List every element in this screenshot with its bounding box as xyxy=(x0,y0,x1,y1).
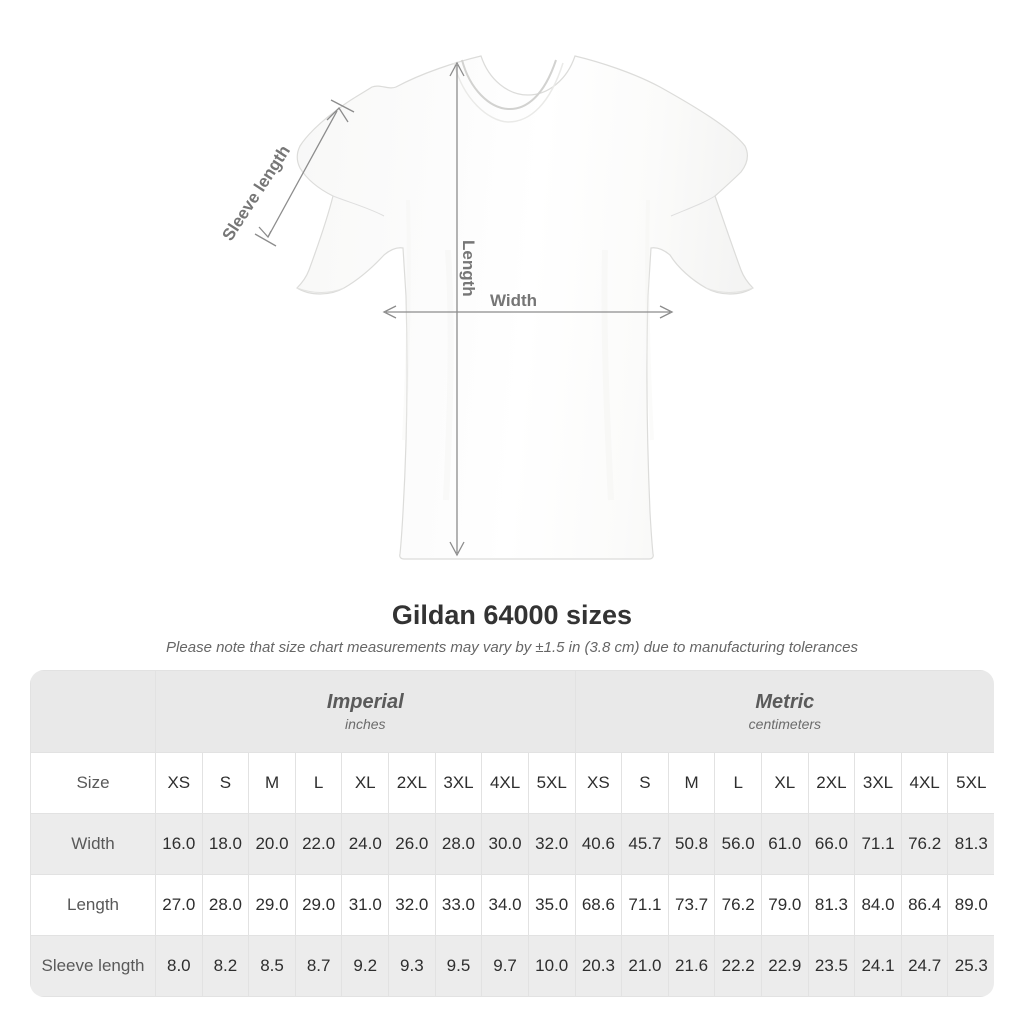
svg-text:Length: Length xyxy=(459,240,478,297)
svg-text:Sleeve length: Sleeve length xyxy=(218,142,294,244)
svg-text:Width: Width xyxy=(490,291,537,310)
